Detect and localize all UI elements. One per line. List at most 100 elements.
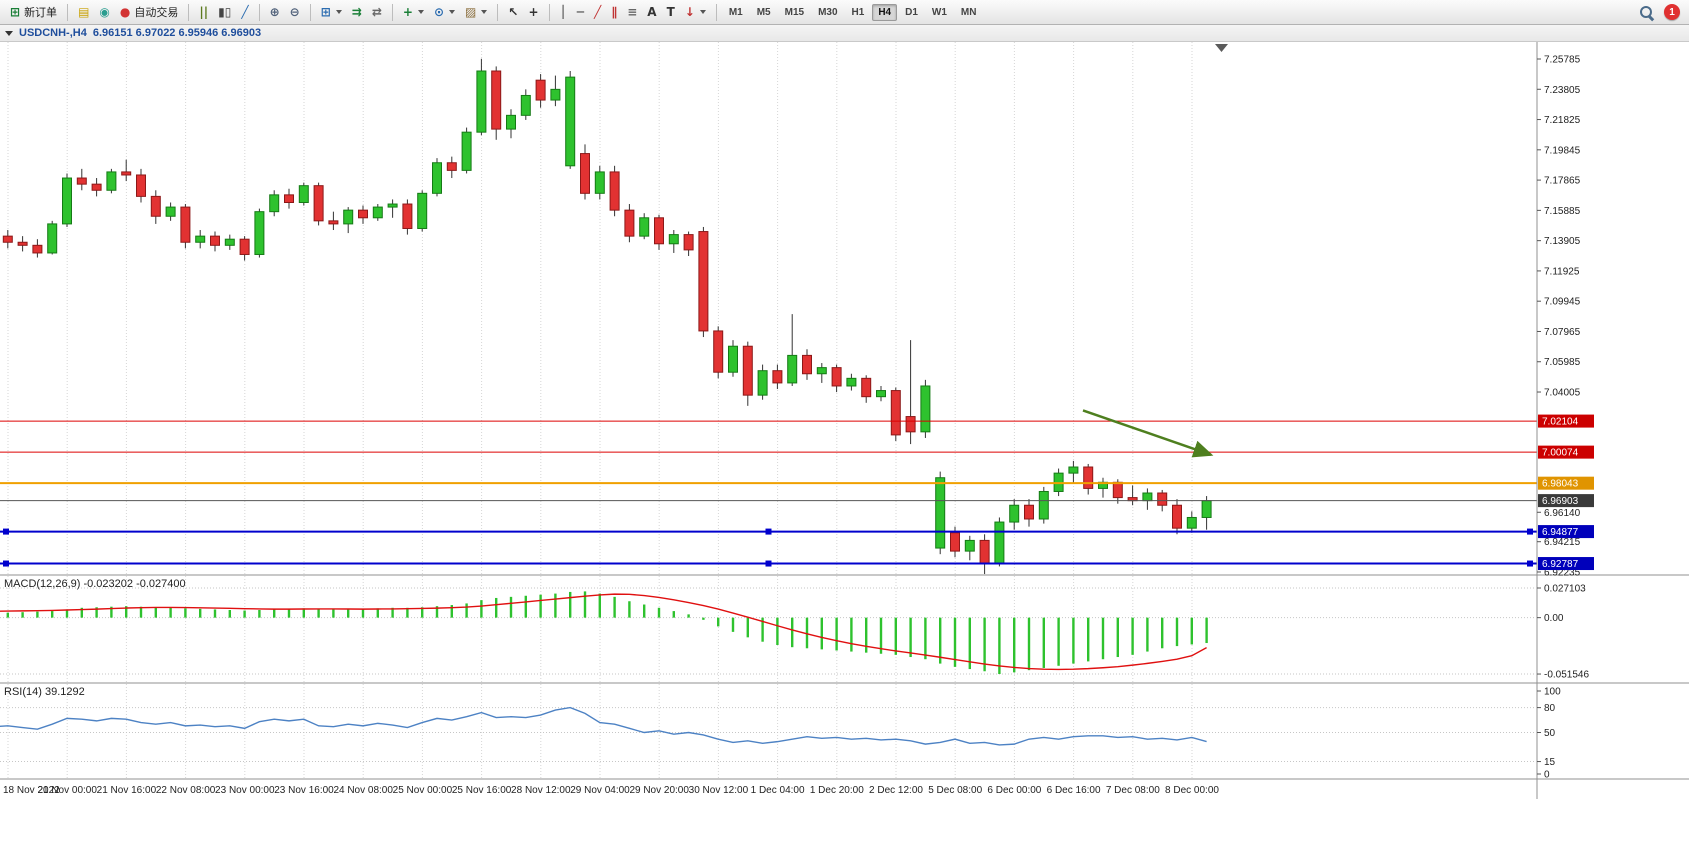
- bull-candle: [461, 131, 472, 171]
- timeframe-w1-button[interactable]: W1: [931, 6, 947, 18]
- bar-chart-button[interactable]: ||: [194, 0, 213, 24]
- bear-candle: [1172, 504, 1182, 529]
- bear-candle: [76, 177, 87, 185]
- timeframe-m1-button[interactable]: M1: [728, 6, 743, 18]
- bear-candle: [654, 217, 664, 245]
- chart-canvas[interactable]: 7.25785 7.23805 7.21825 7.19845 7.17865 7.158…: [0, 42, 1689, 799]
- bull-candle: [816, 367, 827, 375]
- text-button[interactable]: A: [642, 0, 661, 24]
- trend-arrow-annotation[interactable]: [1082, 409, 1214, 458]
- autotrading-button[interactable]: ● 自动交易: [115, 0, 183, 24]
- auto-scroll-button[interactable]: ⇉: [347, 0, 367, 24]
- candlestick-chart-button[interactable]: ▮▯: [213, 0, 236, 24]
- svg-text:6.96903: 6.96903: [1542, 496, 1579, 507]
- bear-candle: [580, 153, 590, 194]
- label-button[interactable]: T: [662, 0, 680, 24]
- price-tick-label: 6.92235: [1544, 567, 1581, 578]
- price-tick-label: 7.15885: [1544, 206, 1581, 217]
- search-icon[interactable]: [1639, 5, 1654, 20]
- caret-down-icon: [699, 10, 706, 14]
- fibonacci-button[interactable]: ≡: [622, 0, 642, 24]
- bull-candle: [62, 177, 72, 225]
- line-handle[interactable]: [1527, 528, 1533, 535]
- bear-candle: [1112, 481, 1123, 499]
- timeframe-h4-button[interactable]: H4: [872, 3, 898, 21]
- tile-windows-button[interactable]: ⊞: [316, 0, 347, 24]
- line-handle[interactable]: [1527, 560, 1533, 567]
- timeframe-mn-button[interactable]: MN: [960, 6, 977, 18]
- bear-candle: [121, 171, 132, 176]
- new-order-button[interactable]: ⊞ 新订单: [5, 0, 62, 24]
- time-tick-label: 24 Nov 08:00: [333, 785, 393, 796]
- time-tick-label: 2 Dec 12:00: [869, 785, 923, 796]
- chart-shift-button[interactable]: ⇄: [367, 0, 387, 24]
- chart-dropdown-icon[interactable]: [5, 30, 13, 36]
- bull-candle: [417, 192, 428, 229]
- support-line-1[interactable]: [0, 528, 1537, 535]
- resistance-line-1-price-label: 7.02104: [1538, 414, 1594, 428]
- bear-candle: [1157, 492, 1168, 506]
- line-handle[interactable]: [3, 528, 9, 535]
- line-chart-button[interactable]: ╱: [236, 0, 253, 24]
- trendline-button[interactable]: ╱: [589, 0, 606, 24]
- notification-badge[interactable]: 1: [1664, 4, 1680, 20]
- indicators-button[interactable]: +: [398, 0, 429, 24]
- bull-candle: [506, 114, 516, 130]
- metaeditor-button[interactable]: ▤: [73, 0, 94, 24]
- bull-candle: [1038, 490, 1049, 520]
- support-line-1-price-label: 6.94877: [1538, 525, 1594, 539]
- price-tick-label: 7.13905: [1544, 236, 1581, 247]
- bull-candle: [432, 162, 442, 194]
- price-tick-label: 7.11925: [1544, 266, 1580, 277]
- bear-candle: [742, 345, 753, 396]
- chart-title-bar: USDCNH-,H4 6.96151 6.97022 6.95946 6.969…: [0, 25, 1689, 42]
- bear-candle: [698, 231, 709, 332]
- bull-candle: [1201, 500, 1212, 518]
- zoom-out-button[interactable]: ⊖: [285, 0, 305, 24]
- price-tick-label: 7.21825: [1544, 115, 1581, 126]
- horizontal-line-button[interactable]: ─: [572, 0, 589, 24]
- time-tick-label: 1 Dec 20:00: [810, 785, 864, 796]
- current-price-line-price-label: 6.96903: [1538, 494, 1594, 508]
- time-tick-label: 23 Nov 00:00: [215, 785, 275, 796]
- vertical-line-button[interactable]: │: [555, 0, 572, 24]
- timeframe-m15-button[interactable]: M15: [784, 6, 805, 18]
- rsi-axis-label: 15: [1544, 757, 1556, 768]
- crosshair-button[interactable]: +: [523, 0, 543, 24]
- channel-button[interactable]: ∥: [606, 0, 622, 24]
- orange-level-line-price-label: 6.98043: [1538, 476, 1594, 490]
- bear-candle: [713, 330, 724, 373]
- cursor-button[interactable]: ↖: [503, 0, 523, 24]
- bull-candle: [876, 390, 886, 398]
- timeframe-h1-button[interactable]: H1: [851, 6, 865, 18]
- profiles-button[interactable]: ◉: [94, 0, 114, 24]
- price-tick-label: 7.25785: [1544, 55, 1581, 66]
- line-handle[interactable]: [765, 528, 772, 535]
- bear-candle: [284, 194, 294, 203]
- time-tick-label: 21 Nov 00:00: [37, 785, 97, 796]
- zoom-in-icon: ⊕: [269, 5, 280, 19]
- bull-candle: [639, 217, 650, 237]
- support-line-2[interactable]: [0, 560, 1537, 567]
- line-handle[interactable]: [3, 560, 9, 567]
- mt4-terminal: ⊞ 新订单 ▤ ◉ ● 自动交易 || ▮▯ ╱ ⊕ ⊖ ⊞ ⇉ ⇄ + ⊙ ▨ ↖ + │ ─ ╱ ∥ ≡ A T ↓ M1 M5 M1…: [0, 0, 1689, 799]
- periods-button[interactable]: ⊙: [429, 0, 460, 24]
- bear-candle: [210, 235, 220, 246]
- chart-shift-marker[interactable]: [1215, 44, 1228, 52]
- bear-candle: [890, 390, 901, 436]
- line-handle[interactable]: [765, 560, 772, 567]
- timeframe-d1-button[interactable]: D1: [905, 6, 918, 18]
- bull-candle: [47, 223, 58, 254]
- templates-button[interactable]: ▨: [460, 0, 492, 24]
- bear-candle: [32, 244, 43, 254]
- fibonacci-icon: ≡: [627, 5, 638, 19]
- price-tick-label: 7.19845: [1544, 145, 1581, 156]
- caret-down-icon: [481, 10, 488, 14]
- arrows-button[interactable]: ↓: [680, 0, 711, 24]
- bull-candle: [846, 377, 857, 387]
- bull-candle: [994, 521, 1005, 564]
- timeframe-m30-button[interactable]: M30: [818, 6, 838, 18]
- bear-candle: [950, 532, 960, 552]
- zoom-in-button[interactable]: ⊕: [265, 0, 285, 24]
- timeframe-m5-button[interactable]: M5: [756, 6, 771, 18]
